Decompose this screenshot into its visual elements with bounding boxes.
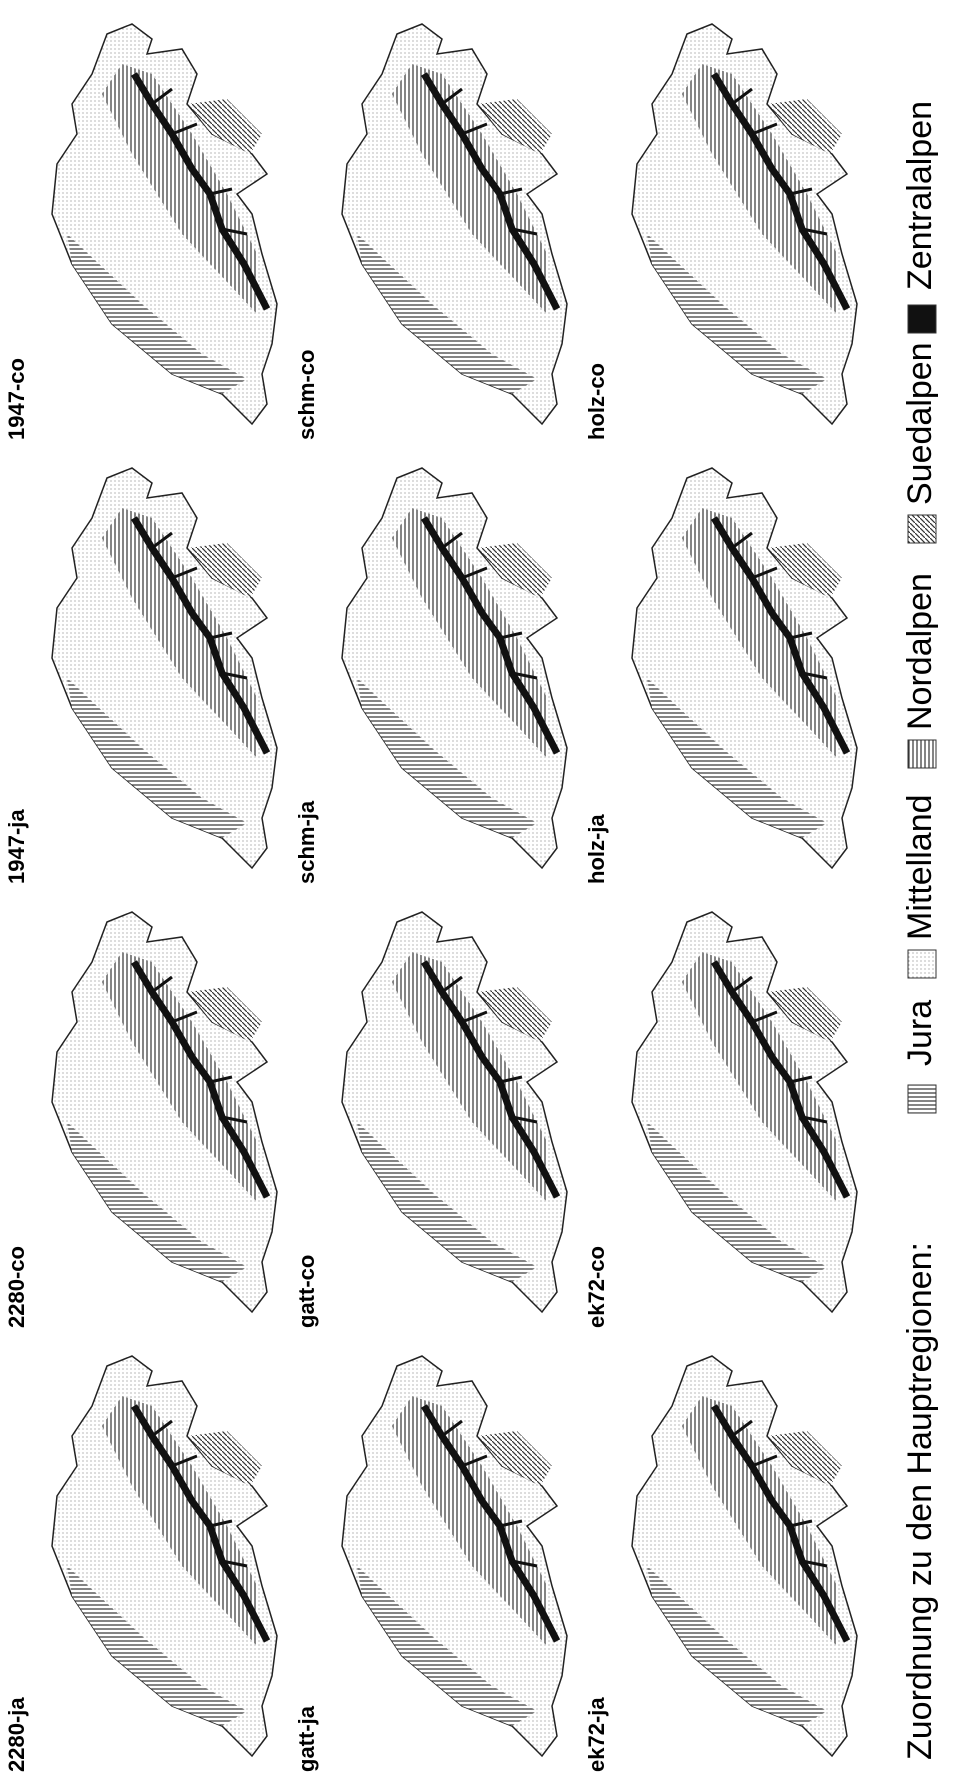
panel-label: schm-ja	[294, 800, 319, 884]
panel-label: gatt-co	[294, 1255, 319, 1328]
map	[52, 24, 277, 424]
legend-swatch	[907, 514, 937, 544]
map	[342, 912, 567, 1312]
map	[632, 1356, 857, 1756]
map	[632, 468, 857, 868]
panel-label: 1947-ja	[4, 809, 29, 884]
map-panel: 2280-co	[4, 912, 277, 1328]
map-panel: 2280-ja	[4, 1356, 277, 1772]
panel-label: ek72-ja	[584, 1697, 609, 1772]
panel-label: 2280-ja	[4, 1697, 29, 1772]
map-panel: schm-co	[294, 24, 567, 440]
panel-label: gatt-ja	[294, 1705, 319, 1772]
map-panel: gatt-co	[294, 912, 567, 1328]
map	[52, 912, 277, 1312]
legend-label: Nordalpen	[901, 573, 939, 730]
figure-body: 2280-ja 2280-co 1947-ja 1947-co gatt-ja gatt-…	[4, 24, 939, 1772]
legend-swatch	[907, 949, 937, 979]
map-panel: schm-ja	[294, 468, 567, 884]
map	[342, 468, 567, 868]
legend-swatch	[907, 739, 937, 769]
map	[632, 912, 857, 1312]
legend-swatch	[907, 1084, 937, 1114]
legend-label: Mittelland	[901, 794, 939, 940]
map-panel: gatt-ja	[294, 1356, 567, 1772]
map-panel: holz-ja	[584, 468, 857, 884]
panel-label: ek72-co	[584, 1246, 609, 1328]
legend-label: Suedalpen	[901, 342, 939, 505]
panel-label: 1947-co	[4, 358, 29, 440]
map-panel: 1947-ja	[4, 468, 277, 884]
map-panel: holz-co	[584, 24, 857, 440]
legend-swatch	[907, 304, 937, 334]
map-panel: ek72-co	[584, 912, 857, 1328]
map-panel: ek72-ja	[584, 1356, 857, 1772]
panel-label: holz-co	[584, 363, 609, 440]
panel-label: 2280-co	[4, 1246, 29, 1328]
map	[52, 468, 277, 868]
legend-title: Zuordnung zu den Hauptregionen:	[901, 1242, 939, 1760]
panel-label: holz-ja	[584, 814, 609, 884]
map	[632, 24, 857, 424]
legend-label: Zentralalpen	[901, 101, 939, 290]
map	[342, 1356, 567, 1756]
map	[342, 24, 567, 424]
map	[52, 1356, 277, 1756]
legend-label: Jura	[901, 1000, 939, 1066]
panel-label: schm-co	[294, 350, 319, 440]
map-panel: 1947-co	[4, 24, 277, 440]
